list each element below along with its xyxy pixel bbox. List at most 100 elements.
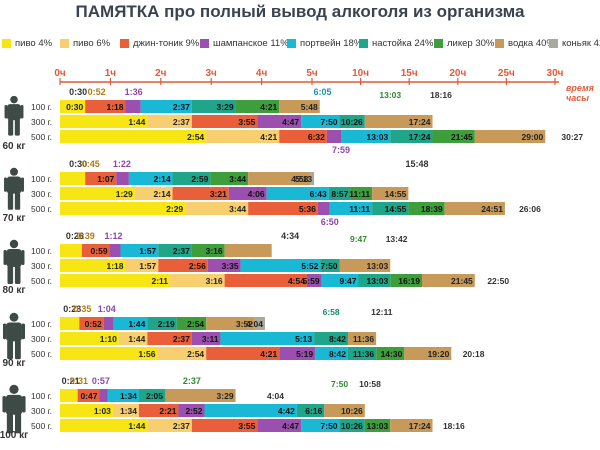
person-part bbox=[3, 250, 7, 265]
segment-end-label: 2:11 bbox=[151, 276, 168, 286]
bar-segment bbox=[60, 274, 171, 287]
legend-label: коньяк 42% bbox=[562, 37, 600, 49]
bar-segment bbox=[60, 389, 78, 402]
bar-segment bbox=[347, 332, 377, 345]
segment-end-label: 13:03 bbox=[366, 261, 388, 271]
person-part bbox=[9, 239, 19, 249]
segment-end-label: 4:04 bbox=[246, 319, 263, 329]
bar-segment bbox=[347, 347, 377, 360]
axis-tick-label: 3ч bbox=[206, 68, 218, 79]
bar-segment bbox=[103, 317, 114, 330]
segment-end-label: 11:36 bbox=[353, 334, 375, 344]
bar-segment bbox=[60, 187, 135, 200]
legend-swatch bbox=[434, 38, 443, 48]
bar-segment bbox=[444, 202, 505, 215]
legend-item: настойка 24% bbox=[359, 36, 433, 50]
bar-segment bbox=[339, 259, 391, 272]
bar-segment bbox=[191, 100, 236, 113]
amount-label: 100 г. bbox=[31, 391, 52, 401]
amount-label: 500 г. bbox=[31, 132, 52, 142]
amount-label: 500 г. bbox=[31, 421, 52, 431]
bar-segment bbox=[178, 404, 205, 417]
bar-segment bbox=[125, 259, 159, 272]
row-extra-label: 12:11 bbox=[371, 307, 393, 317]
bar-segment bbox=[147, 419, 192, 432]
bar-segment bbox=[390, 130, 433, 143]
weight-label: 90 кг bbox=[2, 358, 25, 369]
bar-segment bbox=[314, 332, 348, 345]
row-extra-label: 13:42 bbox=[386, 234, 408, 244]
bar-segment bbox=[206, 317, 255, 330]
amount-label: 100 г. bbox=[31, 246, 52, 256]
segment-end-label: 7:50 bbox=[321, 117, 338, 127]
bar-segment bbox=[235, 100, 280, 113]
segment-end-label: 10:26 bbox=[341, 406, 363, 416]
segment-end-label: 2:54 bbox=[187, 319, 204, 329]
bar-segment bbox=[432, 130, 475, 143]
segment-end-label: 13:03 bbox=[366, 132, 388, 142]
bar-segment bbox=[113, 317, 148, 330]
segment-end-label: 3:55 bbox=[238, 421, 255, 431]
person-part bbox=[7, 340, 14, 360]
person-part bbox=[6, 413, 14, 434]
segment-end-label: 2:37 bbox=[173, 117, 190, 127]
weight-label: 80 кг bbox=[2, 285, 25, 296]
axis-unit-label: часы bbox=[566, 93, 589, 103]
bar-segment bbox=[107, 389, 139, 402]
segment-end-label: 3:16 bbox=[206, 246, 223, 256]
group-top-label: 0:30 bbox=[69, 87, 87, 97]
group-top-label: 2:37 bbox=[183, 376, 201, 386]
amount-label: 300 г. bbox=[31, 189, 52, 199]
segment-end-label: 2:29 bbox=[166, 204, 183, 214]
amount-label: 300 г. bbox=[31, 117, 52, 127]
bar-segment bbox=[220, 332, 315, 345]
amount-label: 300 г. bbox=[31, 406, 52, 416]
segment-end-label: 21:45 bbox=[451, 276, 473, 286]
person-part bbox=[21, 323, 26, 340]
legend-label: пиво 4% bbox=[15, 37, 53, 49]
amount-label: 500 г. bbox=[31, 204, 52, 214]
amount-label: 100 г. bbox=[31, 174, 52, 184]
bar-segment bbox=[191, 115, 258, 128]
segment-end-label: 3:52 bbox=[236, 319, 253, 329]
axis-tick-label: 25ч bbox=[498, 68, 515, 79]
bar-segment bbox=[85, 100, 126, 113]
segment-end-label: 8:42 bbox=[329, 334, 346, 344]
segment-end-label: 9:47 bbox=[339, 276, 356, 286]
segment-end-label: 1:56 bbox=[138, 349, 155, 359]
amount-label: 500 г. bbox=[31, 276, 52, 286]
bar-segment bbox=[157, 347, 207, 360]
segment-end-label: 1:18 bbox=[107, 102, 124, 112]
bar-segment bbox=[85, 172, 117, 185]
person-part bbox=[6, 322, 22, 342]
person-part bbox=[7, 104, 21, 121]
bar-segment bbox=[60, 115, 148, 128]
person-silhouette-icon bbox=[3, 239, 25, 284]
segment-end-label: 1:57 bbox=[139, 261, 156, 271]
segment-end-label: 4:42 bbox=[278, 406, 295, 416]
person-part bbox=[6, 249, 22, 267]
segment-end-label: 24:51 bbox=[481, 204, 503, 214]
axis-tick-label: 10ч bbox=[352, 68, 369, 79]
segment-end-label: 3:11 bbox=[202, 334, 219, 344]
row-extra-label: 30:27 bbox=[561, 132, 583, 142]
bar-segment bbox=[279, 347, 316, 360]
group-top-label: 0:26 bbox=[66, 231, 84, 241]
segment-end-label: 3:16 bbox=[206, 276, 223, 286]
segment-end-label: 6:16 bbox=[305, 406, 322, 416]
segment-end-label: 2:05 bbox=[146, 391, 163, 401]
bar-segment bbox=[224, 274, 307, 287]
person-part bbox=[14, 266, 21, 284]
segment-end-label: 0:47 bbox=[80, 391, 97, 401]
group-top-label: 15:48 bbox=[405, 159, 428, 169]
segment-end-label: 6:32 bbox=[308, 132, 325, 142]
axis-tick-label: 1ч bbox=[105, 68, 117, 79]
segment-end-label: 17:24 bbox=[409, 132, 431, 142]
segment-end-label: 2:37 bbox=[173, 246, 190, 256]
axis-tick-label: 20ч bbox=[449, 68, 466, 79]
legend: пиво 4% пиво 6% джин-тоник 9% шампанское 11… bbox=[2, 36, 600, 50]
segment-end-label: 3:44 bbox=[229, 204, 246, 214]
person-part bbox=[4, 177, 8, 192]
bar-segment bbox=[60, 100, 86, 113]
bar-segment bbox=[364, 115, 433, 128]
